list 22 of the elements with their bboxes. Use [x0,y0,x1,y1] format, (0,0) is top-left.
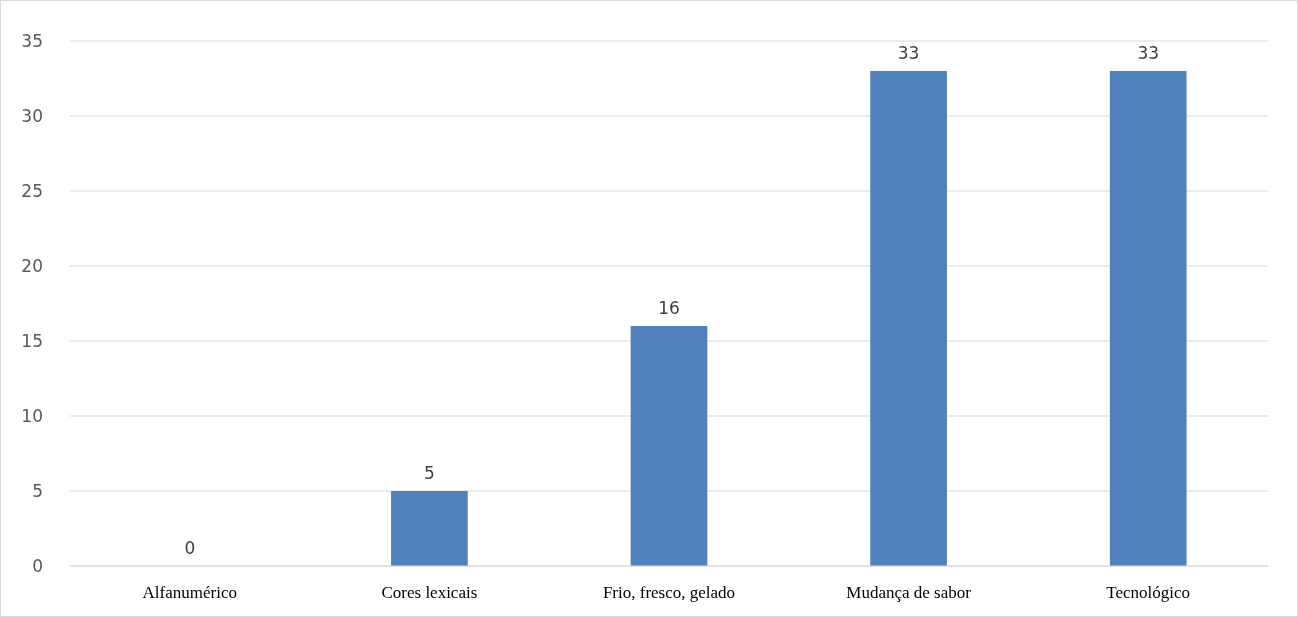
x-tick-label: Alfanumérico [142,583,237,602]
bar [630,326,708,566]
y-tick-label: 35 [21,31,43,51]
x-tick-label: Tecnológico [1106,583,1191,602]
y-tick-label: 0 [32,556,43,576]
y-tick-label: 15 [21,331,43,351]
data-label: 0 [184,538,196,558]
y-tick-label: 30 [21,106,43,126]
data-label: 33 [1137,43,1160,63]
bar [1109,71,1187,566]
y-tick-label: 5 [32,481,43,501]
data-label: 33 [897,43,920,63]
x-tick-label: Mudança de sabor [846,583,972,602]
x-tick-label: Cores lexicais [381,583,478,602]
data-label: 16 [658,298,680,318]
bar [870,71,947,566]
data-label: 5 [423,463,435,483]
bar [391,491,468,566]
y-tick-label: 10 [21,406,43,426]
y-tick-label: 20 [21,256,43,276]
x-tick-label: Frio, fresco, gelado [602,583,736,602]
y-tick-label: 25 [21,181,43,201]
